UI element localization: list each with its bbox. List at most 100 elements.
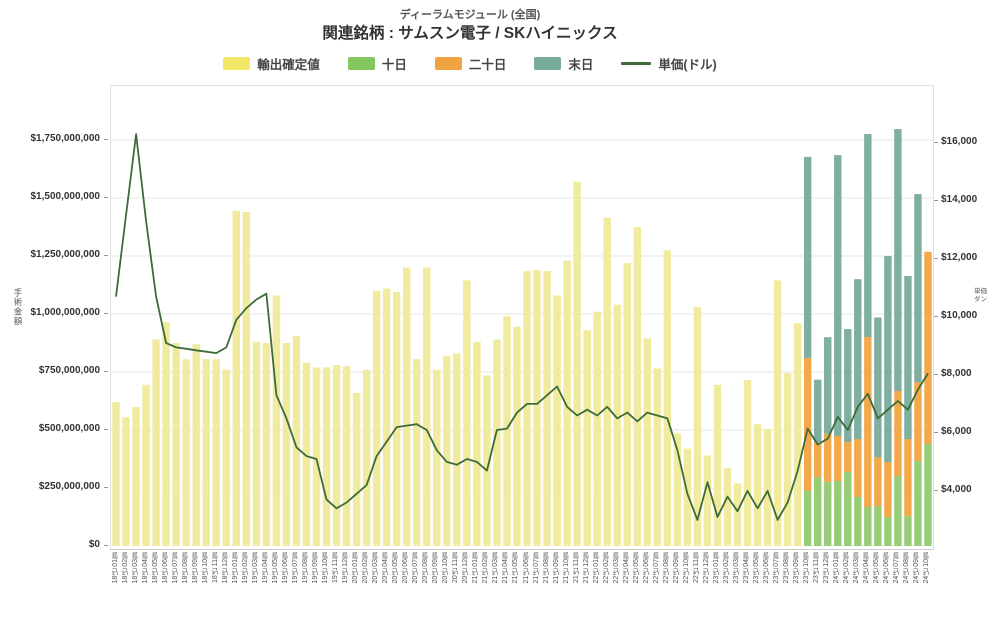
- bar-stack[interactable]: [914, 194, 922, 383]
- bar-confirmed[interactable]: [563, 260, 571, 546]
- bar-confirmed[interactable]: [503, 316, 511, 546]
- bar-confirmed[interactable]: [172, 343, 180, 546]
- bar-confirmed[interactable]: [613, 304, 621, 546]
- bar-confirmed[interactable]: [533, 269, 541, 546]
- bar-confirmed[interactable]: [322, 367, 331, 546]
- bar-confirmed[interactable]: [312, 367, 321, 546]
- bar-confirmed[interactable]: [282, 343, 291, 546]
- bar-confirmed[interactable]: [543, 271, 551, 546]
- bar-confirmed[interactable]: [493, 339, 501, 547]
- bar-confirmed[interactable]: [232, 210, 241, 547]
- bar-confirmed[interactable]: [413, 359, 421, 546]
- bar-stack[interactable]: [803, 358, 812, 491]
- bar-confirmed[interactable]: [573, 181, 581, 547]
- bar-confirmed[interactable]: [653, 368, 662, 547]
- bar-stack[interactable]: [904, 516, 912, 546]
- bar-confirmed[interactable]: [403, 267, 411, 546]
- bar-stack[interactable]: [904, 276, 912, 440]
- bar-stack[interactable]: [814, 442, 822, 478]
- bar-stack[interactable]: [864, 337, 872, 508]
- bar-stack[interactable]: [834, 481, 842, 546]
- bar-confirmed[interactable]: [603, 217, 611, 546]
- bar-confirmed[interactable]: [362, 369, 371, 546]
- bar-stack[interactable]: [874, 317, 882, 458]
- bar-stack[interactable]: [924, 251, 932, 444]
- bar-confirmed[interactable]: [483, 375, 491, 547]
- bar-stack[interactable]: [803, 491, 812, 546]
- bar-confirmed[interactable]: [753, 424, 762, 546]
- bar-stack[interactable]: [824, 433, 832, 482]
- bar-confirmed[interactable]: [382, 288, 391, 547]
- bar-stack[interactable]: [803, 156, 812, 358]
- price-line[interactable]: [115, 133, 929, 521]
- bar-stack[interactable]: [914, 461, 922, 546]
- bar-confirmed[interactable]: [262, 343, 271, 546]
- bar-stack[interactable]: [814, 379, 822, 443]
- bar-stack[interactable]: [844, 442, 852, 472]
- bar-confirmed[interactable]: [683, 448, 692, 546]
- bar-confirmed[interactable]: [212, 359, 220, 546]
- bar-confirmed[interactable]: [112, 402, 120, 546]
- bar-confirmed[interactable]: [192, 344, 200, 546]
- bar-stack[interactable]: [864, 134, 872, 337]
- bar-confirmed[interactable]: [372, 290, 381, 546]
- bar-confirmed[interactable]: [783, 373, 792, 546]
- bar-confirmed[interactable]: [142, 384, 150, 546]
- bar-confirmed[interactable]: [392, 292, 401, 546]
- bar-confirmed[interactable]: [152, 339, 160, 547]
- bar-confirmed[interactable]: [332, 365, 341, 546]
- bar-confirmed[interactable]: [723, 468, 732, 546]
- bar-stack[interactable]: [924, 443, 932, 546]
- bar-confirmed[interactable]: [623, 263, 631, 546]
- bar-confirmed[interactable]: [743, 380, 752, 546]
- plot-area[interactable]: [110, 85, 934, 550]
- bar-confirmed[interactable]: [713, 384, 722, 546]
- bar-stack[interactable]: [824, 482, 832, 546]
- bar-confirmed[interactable]: [342, 366, 351, 546]
- bar-confirmed[interactable]: [463, 280, 471, 546]
- bar-stack[interactable]: [814, 477, 822, 546]
- bar-stack[interactable]: [844, 329, 852, 443]
- bar-confirmed[interactable]: [473, 341, 481, 546]
- bar-confirmed[interactable]: [733, 483, 742, 546]
- bar-confirmed[interactable]: [593, 311, 601, 546]
- bar-stack[interactable]: [854, 439, 862, 497]
- bar-stack[interactable]: [834, 155, 842, 437]
- bar-stack[interactable]: [854, 279, 862, 439]
- bar-stack[interactable]: [864, 507, 872, 546]
- bar-confirmed[interactable]: [352, 392, 361, 546]
- bar-confirmed[interactable]: [443, 355, 451, 546]
- bar-confirmed[interactable]: [122, 417, 130, 546]
- bar-stack[interactable]: [884, 462, 892, 517]
- bar-confirmed[interactable]: [763, 428, 772, 546]
- bar-stack[interactable]: [874, 457, 882, 507]
- bar-confirmed[interactable]: [202, 359, 210, 546]
- bar-confirmed[interactable]: [433, 369, 441, 546]
- legend-item-4[interactable]: 単価(ドル): [621, 54, 717, 73]
- bar-stack[interactable]: [894, 391, 902, 476]
- bar-stack[interactable]: [904, 439, 912, 516]
- bar-confirmed[interactable]: [693, 307, 702, 546]
- legend-item-1[interactable]: 十日: [347, 54, 407, 73]
- bar-confirmed[interactable]: [302, 362, 311, 546]
- legend-item-2[interactable]: 二十日: [434, 54, 506, 73]
- bar-confirmed[interactable]: [513, 326, 521, 546]
- bar-stack[interactable]: [894, 129, 902, 391]
- bar-stack[interactable]: [884, 256, 892, 462]
- bar-stack[interactable]: [834, 436, 842, 481]
- bar-confirmed[interactable]: [272, 295, 281, 546]
- bar-stack[interactable]: [854, 497, 862, 546]
- bar-confirmed[interactable]: [182, 359, 190, 546]
- bar-confirmed[interactable]: [553, 295, 561, 546]
- bar-confirmed[interactable]: [663, 250, 672, 546]
- legend-item-0[interactable]: 輸出確定値: [223, 54, 320, 73]
- bar-confirmed[interactable]: [643, 338, 652, 546]
- bar-confirmed[interactable]: [703, 455, 712, 547]
- bar-confirmed[interactable]: [523, 271, 531, 546]
- bar-confirmed[interactable]: [222, 369, 230, 546]
- bar-confirmed[interactable]: [673, 433, 682, 547]
- bar-confirmed[interactable]: [292, 336, 301, 546]
- bar-confirmed[interactable]: [423, 267, 431, 546]
- bar-confirmed[interactable]: [793, 323, 802, 546]
- bar-stack[interactable]: [844, 472, 852, 546]
